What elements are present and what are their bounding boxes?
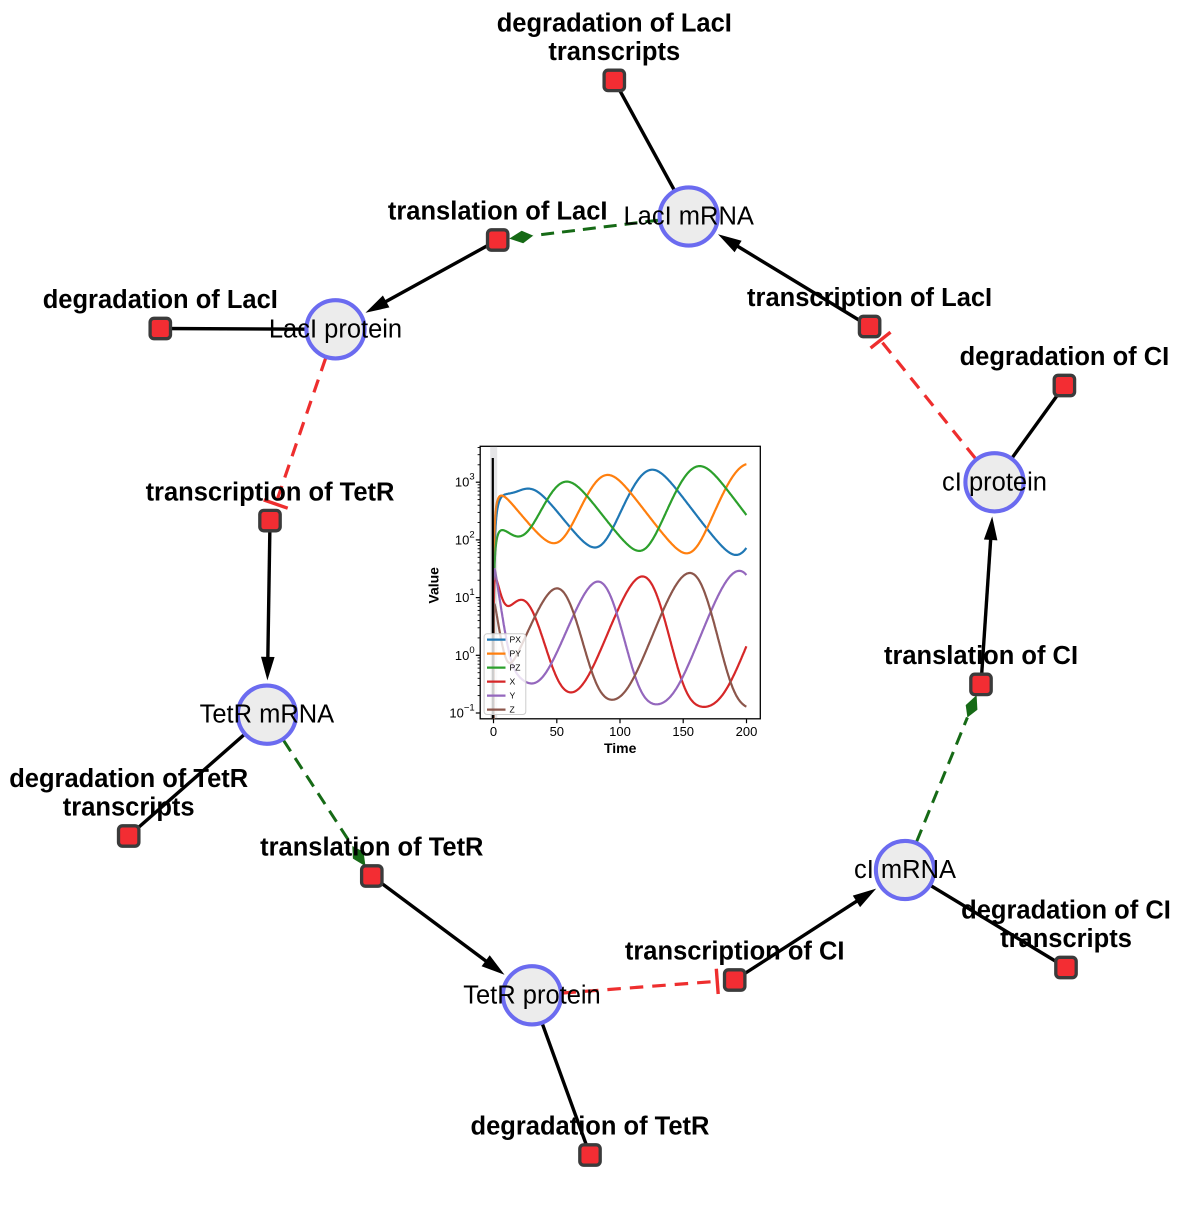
svg-text:degradation of LacI: degradation of LacI (497, 9, 732, 37)
svg-text:transcription of TetR: transcription of TetR (146, 478, 395, 506)
svg-text:degradation of TetR: degradation of TetR (9, 765, 248, 793)
svg-text:Time: Time (604, 740, 637, 756)
svg-text:LacI mRNA: LacI mRNA (624, 203, 754, 231)
svg-text:PX: PX (510, 635, 522, 645)
svg-text:degradation of LacI: degradation of LacI (43, 286, 278, 314)
svg-text:cI mRNA: cI mRNA (854, 856, 956, 884)
svg-text:200: 200 (736, 724, 758, 739)
svg-text:transcripts: transcripts (548, 38, 680, 66)
svg-text:X: X (510, 677, 516, 687)
svg-text:50: 50 (550, 724, 564, 739)
svg-text:0: 0 (490, 724, 497, 739)
svg-text:PY: PY (510, 649, 522, 659)
svg-text:degradation of CI: degradation of CI (961, 897, 1171, 925)
svg-text:degradation of CI: degradation of CI (960, 343, 1170, 371)
svg-text:transcripts: transcripts (63, 794, 195, 822)
svg-text:transcripts: transcripts (1000, 925, 1132, 953)
svg-text:Z: Z (510, 705, 515, 715)
svg-text:transcription of LacI: transcription of LacI (747, 284, 992, 312)
svg-text:transcription of CI: transcription of CI (625, 938, 845, 966)
svg-text:Y: Y (510, 691, 516, 701)
svg-text:TetR mRNA: TetR mRNA (200, 701, 335, 729)
svg-text:Value: Value (426, 567, 442, 604)
svg-text:100: 100 (609, 724, 631, 739)
svg-text:LacI protein: LacI protein (269, 315, 402, 343)
svg-text:translation of CI: translation of CI (884, 642, 1078, 670)
svg-text:TetR protein: TetR protein (463, 981, 601, 1009)
svg-text:degradation of TetR: degradation of TetR (471, 1113, 710, 1141)
svg-text:translation of TetR: translation of TetR (260, 834, 483, 862)
svg-text:translation of LacI: translation of LacI (388, 198, 608, 226)
svg-text:cI protein: cI protein (942, 468, 1047, 496)
svg-text:PZ: PZ (510, 663, 521, 673)
svg-text:150: 150 (672, 724, 694, 739)
